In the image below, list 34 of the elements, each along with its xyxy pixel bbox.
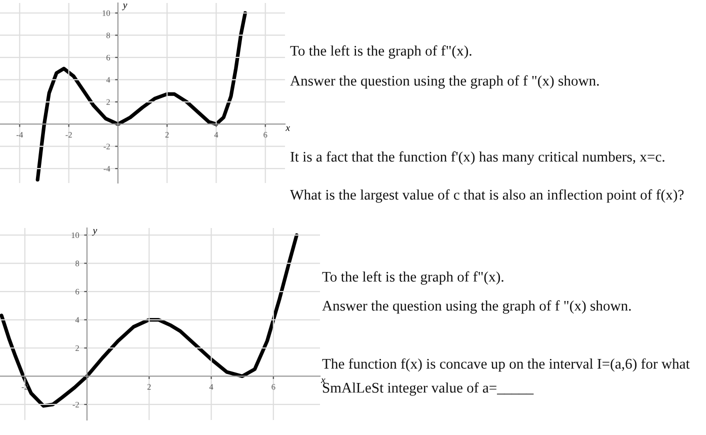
y-tick-label: 2 (106, 99, 110, 105)
x-axis-title: x (286, 126, 290, 131)
x-axis-title: x (320, 378, 326, 383)
x-tick-label: 6 (272, 384, 276, 390)
y-tick-label: 8 (76, 260, 80, 266)
x-tick-label: 6 (264, 132, 268, 138)
text: The function f(x) is concave up on the interval I=(a,6) for what (322, 358, 690, 372)
text: It is a fact that the function f'(x) has many critical numbers, x=c. (290, 151, 664, 165)
y-tick-label: -4 (104, 166, 110, 172)
y-tick-label: 4 (106, 77, 110, 83)
text: Answer the question using the graph of f "(x) shown. (322, 300, 631, 314)
text: Answer the question using the graph of f "(x) shown. (290, 75, 599, 89)
text: To the left is the graph of f"(x). (290, 45, 472, 59)
y-axis-title: y (92, 229, 98, 236)
y-tick-label: 6 (76, 288, 80, 295)
y-tick-label: 2 (76, 345, 79, 351)
x-tick-label: 4 (214, 132, 218, 138)
x-tick-label: 4 (209, 384, 214, 390)
y-tick-label: 8 (106, 32, 110, 38)
y-tick-label: 4 (75, 317, 80, 323)
y-tick-label: 10 (72, 232, 80, 238)
text: To the left is the graph of f"(x). (322, 271, 504, 285)
x-tick-label: -2 (66, 132, 72, 138)
y-tick-label: 6 (106, 54, 110, 60)
x-tick-label: 2 (147, 384, 151, 390)
x-tick-label: 2 (165, 132, 169, 138)
x-tick-label: -4 (16, 132, 23, 138)
line-series (36, 11, 248, 182)
text: SmAlLeSt integer value of a=_____ (322, 382, 534, 396)
y-tick-label: -2 (72, 402, 79, 408)
y-axis-title: y (122, 4, 128, 10)
text: What is the largest value of c that is also an inflection point of f(x)? (290, 189, 684, 203)
y-tick-label: 10 (102, 10, 110, 16)
y-tick-label: -2 (104, 144, 110, 150)
